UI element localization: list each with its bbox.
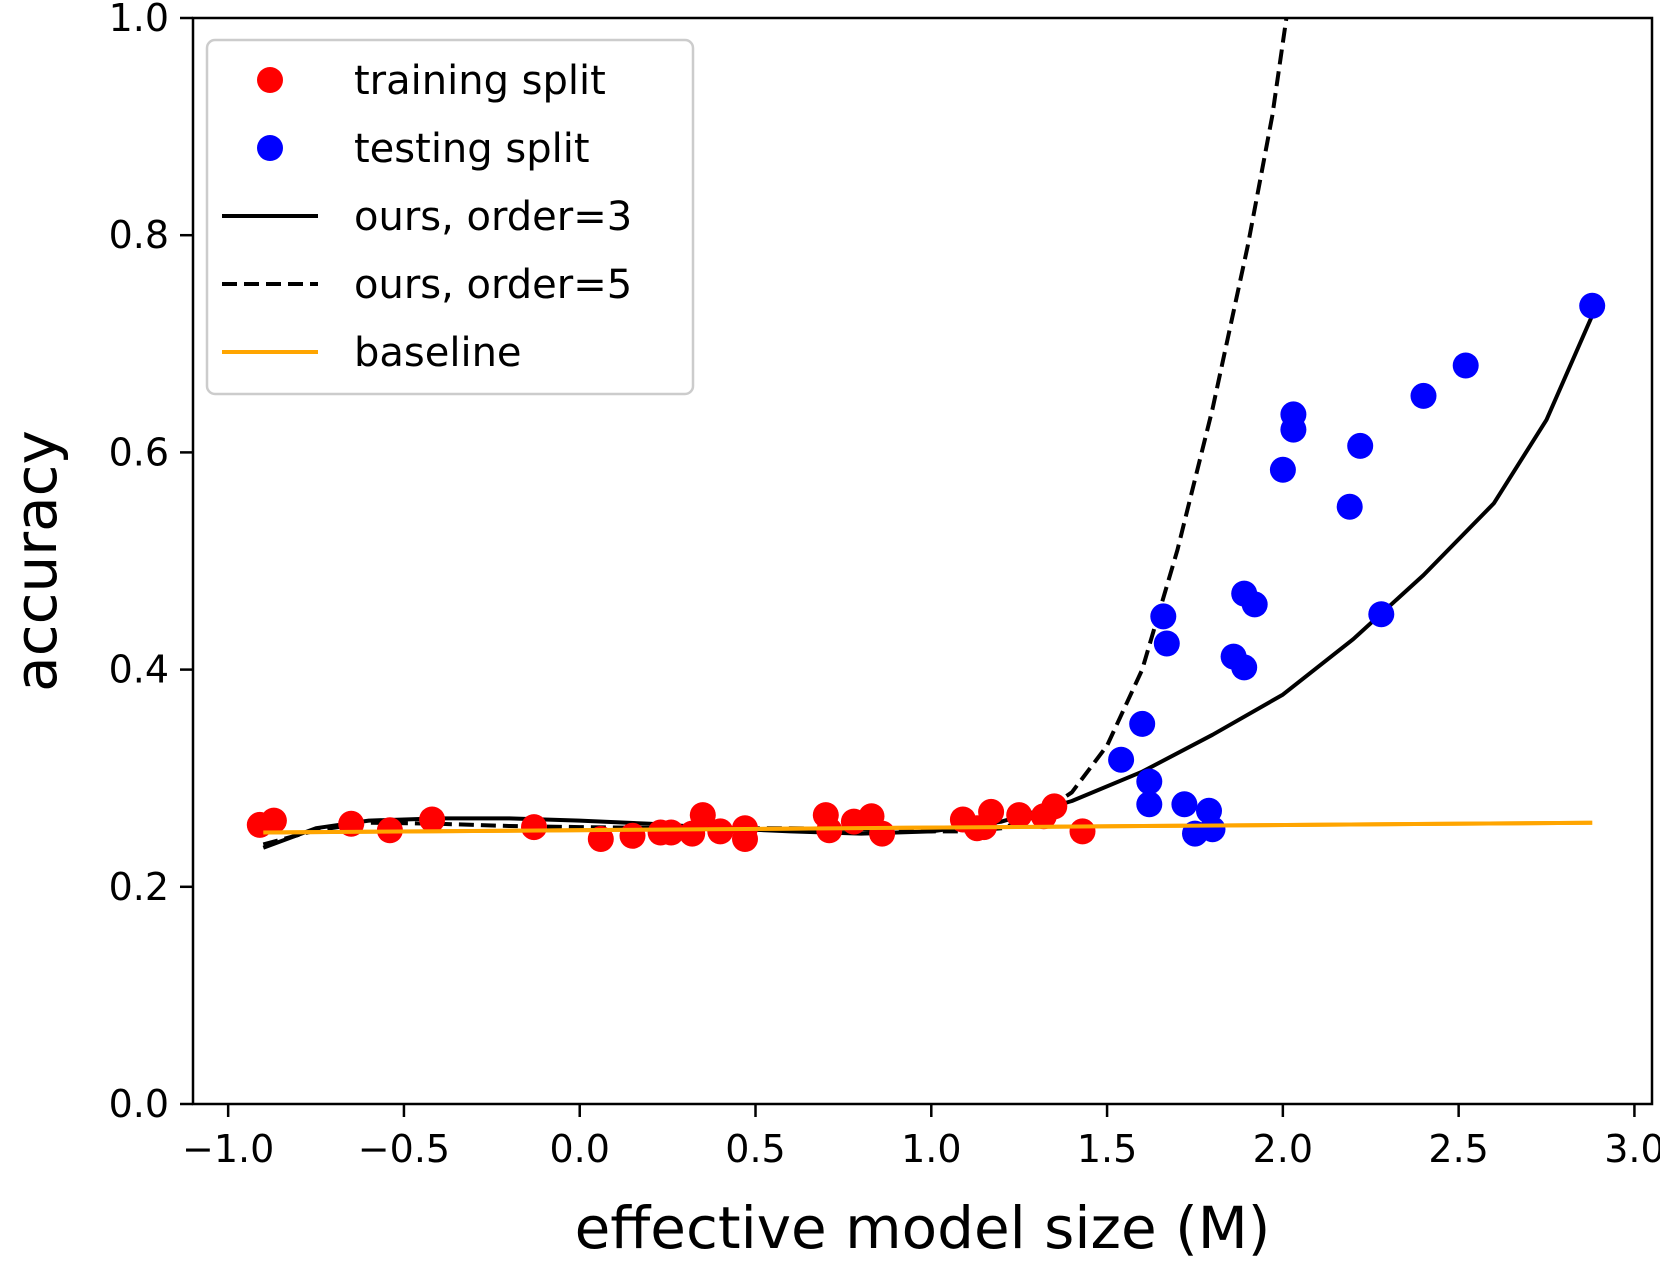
x-axis: −1.0 −0.5 0.0 0.5 1.0 1.5 2.0 2.5 3.0 xyxy=(182,1104,1660,1171)
y-tick-label: 0.4 xyxy=(109,648,169,692)
data-point xyxy=(1241,591,1268,618)
legend-item: ours, order=3 xyxy=(222,194,632,240)
baseline-line-overlay xyxy=(263,820,1593,835)
x-tick-label: 3.0 xyxy=(1604,1127,1660,1171)
data-point xyxy=(1368,601,1395,628)
legend-item: baseline xyxy=(222,330,522,376)
y-tick-label: 0.8 xyxy=(109,213,169,257)
data-point xyxy=(1136,768,1163,795)
legend-item: ours, order=5 xyxy=(222,262,632,308)
legend-label: ours, order=5 xyxy=(354,262,632,308)
data-point xyxy=(1108,746,1135,773)
data-point xyxy=(619,822,646,849)
data-point xyxy=(689,802,716,829)
data-point xyxy=(587,826,614,852)
x-tick-label: −0.5 xyxy=(358,1127,450,1171)
data-point xyxy=(869,820,896,847)
y-tick-label: 0.0 xyxy=(109,1082,169,1126)
data-point xyxy=(1336,493,1363,520)
series-line-2 xyxy=(262,314,1595,850)
x-axis-title: effective model size (M) xyxy=(575,1194,1271,1262)
data-point xyxy=(707,818,734,845)
x-tick-label: 1.5 xyxy=(1077,1127,1137,1171)
data-point xyxy=(1231,654,1258,681)
y-tick-label: 1.0 xyxy=(109,0,169,40)
x-tick-label: 1.0 xyxy=(901,1127,961,1171)
data-point xyxy=(978,798,1005,825)
legend-marker xyxy=(257,67,283,93)
data-point xyxy=(521,814,547,841)
x-tick-label: 2.0 xyxy=(1253,1127,1313,1171)
y-axis: 0.0 0.2 0.4 0.6 0.8 1.0 xyxy=(109,0,193,1126)
x-tick-label: 2.5 xyxy=(1428,1127,1488,1171)
legend-item: testing split xyxy=(257,126,590,172)
data-point xyxy=(419,806,446,833)
data-point xyxy=(658,819,685,846)
legend-box xyxy=(205,38,695,396)
data-point xyxy=(1199,816,1226,843)
y-tick-label: 0.2 xyxy=(109,865,169,909)
data-point xyxy=(1347,432,1374,459)
legend-item: training split xyxy=(257,58,606,104)
data-point xyxy=(1041,793,1068,820)
x-tick-label: −1.0 xyxy=(182,1127,274,1171)
legend-label: baseline xyxy=(354,330,522,376)
data-point xyxy=(1171,791,1198,818)
x-tick-label: 0.5 xyxy=(725,1127,785,1171)
data-point xyxy=(1136,791,1163,818)
legend-label: ours, order=3 xyxy=(354,194,632,240)
data-point xyxy=(1410,382,1437,409)
data-point xyxy=(1280,416,1307,443)
data-point xyxy=(1269,456,1296,483)
y-tick-label: 0.6 xyxy=(109,430,169,474)
data-point xyxy=(1006,802,1033,829)
data-point xyxy=(1129,710,1156,737)
plot-area-frame xyxy=(191,16,1654,1106)
data-point xyxy=(1579,292,1606,319)
legend: training split testing split ours, order=3… xyxy=(205,38,695,396)
data-point xyxy=(1150,603,1177,630)
data-point xyxy=(732,826,758,852)
y-axis-title: accuracy xyxy=(2,430,70,692)
legend-label: testing split xyxy=(354,126,590,172)
legend-marker xyxy=(257,135,283,161)
data-point xyxy=(1069,818,1096,845)
data-point xyxy=(1452,352,1479,379)
legend-label: training split xyxy=(354,58,606,104)
x-tick-label: 0.0 xyxy=(550,1127,610,1171)
data-point xyxy=(260,807,287,834)
data-point xyxy=(1153,630,1180,657)
